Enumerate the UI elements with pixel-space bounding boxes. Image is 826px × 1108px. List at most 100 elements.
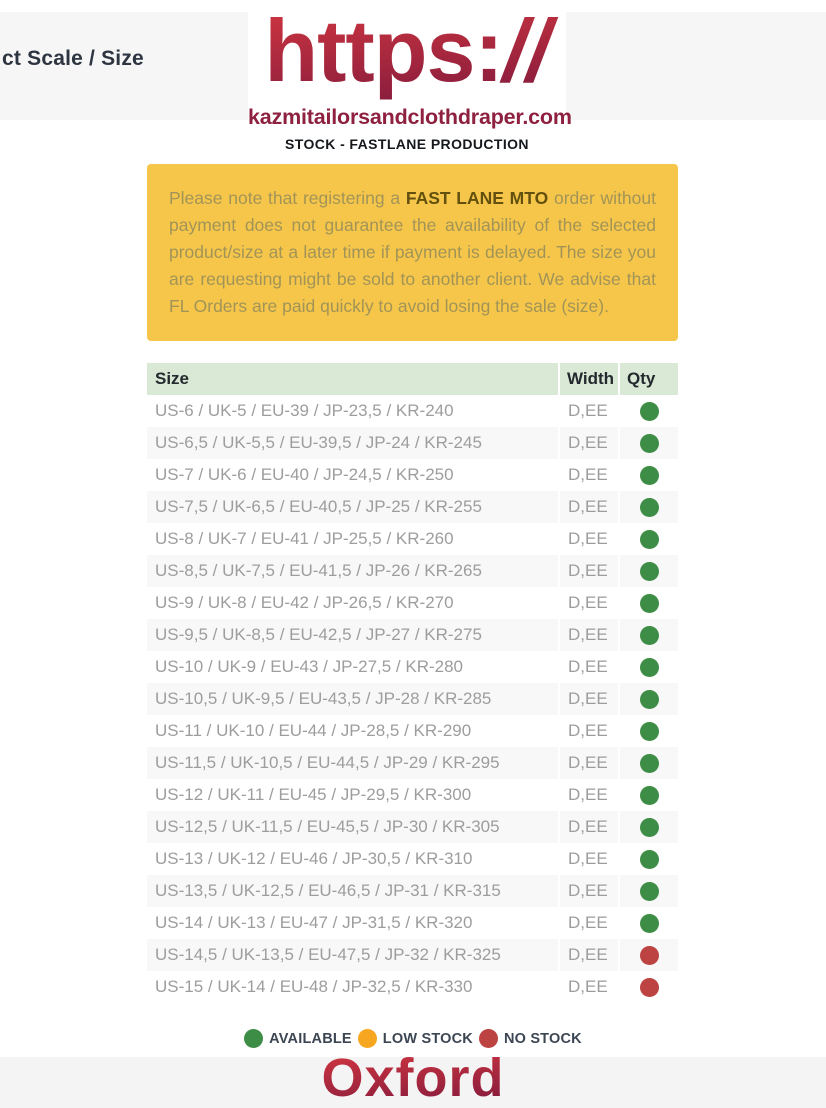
available-dot-icon bbox=[244, 1029, 264, 1048]
table-row: US-8 / UK-7 / EU-41 / JP-25,5 / KR-260 D,… bbox=[147, 523, 678, 555]
qty-cell bbox=[620, 907, 678, 939]
table-row: US-6,5 / UK-5,5 / EU-39,5 / JP-24 / KR-2… bbox=[147, 427, 678, 459]
size-cell: US-14,5 / UK-13,5 / EU-47,5 / JP-32 / KR… bbox=[147, 939, 558, 971]
size-cell: US-12 / UK-11 / EU-45 / JP-29,5 / KR-300 bbox=[155, 785, 472, 804]
table-row: US-11,5 / UK-10,5 / EU-44,5 / JP-29 / KR… bbox=[147, 747, 678, 779]
table-row: US-14 / UK-13 / EU-47 / JP-31,5 / KR-320… bbox=[147, 907, 678, 939]
width-cell: D,EE bbox=[560, 683, 618, 715]
fastlane-notice-box: Please note that registering a FAST LANE… bbox=[147, 164, 678, 341]
size-cell: US-10 / UK-9 / EU-43 / JP-27,5 / KR-280 bbox=[155, 657, 464, 676]
stock-subtitle: STOCK - FASTLANE PRODUCTION bbox=[285, 136, 529, 152]
table-row: US-7,5 / UK-6,5 / EU-40,5 / JP-25 / KR-2… bbox=[147, 491, 678, 523]
table-row: US-8,5 / UK-7,5 / EU-41,5 / JP-26 / KR-2… bbox=[147, 555, 678, 587]
size-cell: US-9,5 / UK-8,5 / EU-42,5 / JP-27 / KR-2… bbox=[147, 619, 558, 651]
qty-cell bbox=[620, 395, 678, 427]
stock-status-dot bbox=[639, 913, 659, 933]
column-header-size: Size bbox=[147, 363, 558, 395]
table-row: US-14,5 / UK-13,5 / EU-47,5 / JP-32 / KR… bbox=[147, 939, 678, 971]
width-cell: D,EE bbox=[568, 721, 608, 740]
size-cell: US-8 / UK-7 / EU-41 / JP-25,5 / KR-260 bbox=[155, 529, 454, 548]
footer-strip: Oxford bbox=[0, 1050, 826, 1108]
table-row: US-11 / UK-10 / EU-44 / JP-28,5 / KR-290… bbox=[147, 715, 678, 747]
size-cell: US-8,5 / UK-7,5 / EU-41,5 / JP-26 / KR-2… bbox=[147, 555, 558, 587]
stock-status-dot bbox=[639, 497, 659, 517]
size-cell: US-6,5 / UK-5,5 / EU-39,5 / JP-24 / KR-2… bbox=[147, 427, 558, 459]
legend-label: LOW STOCK bbox=[382, 1030, 473, 1047]
width-cell: D,EE bbox=[560, 491, 618, 523]
legend-label: AVAILABLE bbox=[269, 1030, 352, 1047]
size-cell: US-7 / UK-6 / EU-40 / JP-24,5 / KR-250 bbox=[155, 465, 454, 484]
table-row: US-13,5 / UK-12,5 / EU-46,5 / JP-31 / KR… bbox=[147, 875, 678, 907]
page-title-fragment: ct Scale / Size bbox=[2, 47, 144, 70]
stock-status-dot bbox=[639, 849, 659, 869]
stock-status-dot bbox=[639, 817, 659, 837]
qty-cell bbox=[620, 459, 678, 491]
table-row: US-6 / UK-5 / EU-39 / JP-23,5 / KR-240 D,… bbox=[147, 395, 678, 427]
legend-item-low-stock: LOW STOCK bbox=[357, 1029, 473, 1048]
qty-cell bbox=[620, 523, 678, 555]
notice-text-prefix: Please note that registering a bbox=[169, 188, 406, 208]
qty-cell bbox=[620, 811, 678, 843]
stock-status-dot bbox=[639, 721, 659, 741]
table-row: US-9,5 / UK-8,5 / EU-42,5 / JP-27 / KR-2… bbox=[147, 619, 678, 651]
no-stock-dot-icon bbox=[478, 1029, 498, 1048]
width-cell: D,EE bbox=[568, 529, 608, 548]
table-row: US-7 / UK-6 / EU-40 / JP-24,5 / KR-250 D,… bbox=[147, 459, 678, 491]
stock-status-dot bbox=[639, 785, 659, 805]
table-header-row: Size Width Qty bbox=[147, 363, 678, 395]
size-cell: US-9 / UK-8 / EU-42 / JP-26,5 / KR-270 bbox=[155, 593, 454, 612]
width-cell: D,EE bbox=[560, 875, 618, 907]
stock-status-dot bbox=[639, 561, 659, 581]
column-header-qty: Qty bbox=[620, 363, 678, 395]
column-header-width: Width bbox=[560, 363, 618, 395]
qty-cell bbox=[620, 971, 678, 1003]
https-logo: https:// bbox=[248, 0, 566, 102]
qty-cell bbox=[620, 683, 678, 715]
size-table-body: US-6 / UK-5 / EU-39 / JP-23,5 / KR-240 D,… bbox=[147, 395, 678, 1003]
width-cell: D,EE bbox=[568, 401, 608, 420]
notice-text-suffix: order without payment does not guarantee… bbox=[169, 188, 656, 316]
stock-status-dot bbox=[639, 881, 659, 901]
width-cell: D,EE bbox=[560, 427, 618, 459]
qty-cell bbox=[620, 491, 678, 523]
legend-item-no-stock: NO STOCK bbox=[478, 1029, 582, 1048]
stock-legend: AVAILABLE LOW STOCK NO STOCK bbox=[0, 1029, 826, 1048]
width-cell: D,EE bbox=[568, 593, 608, 612]
size-cell: US-11 / UK-10 / EU-44 / JP-28,5 / KR-290 bbox=[155, 721, 472, 740]
width-cell: D,EE bbox=[560, 939, 618, 971]
size-cell: US-6 / UK-5 / EU-39 / JP-23,5 / KR-240 bbox=[155, 401, 454, 420]
stock-status-dot bbox=[639, 465, 659, 485]
stock-status-dot bbox=[639, 753, 659, 773]
table-row: US-9 / UK-8 / EU-42 / JP-26,5 / KR-270 D,… bbox=[147, 587, 678, 619]
stock-status-dot bbox=[639, 593, 659, 613]
low-stock-dot-icon bbox=[357, 1029, 377, 1048]
qty-cell bbox=[620, 619, 678, 651]
size-cell: US-12,5 / UK-11,5 / EU-45,5 / JP-30 / KR… bbox=[147, 811, 558, 843]
width-cell: D,EE bbox=[568, 785, 608, 804]
width-cell: D,EE bbox=[568, 657, 608, 676]
https-logo-slashes: // bbox=[502, 1, 550, 100]
size-stock-table: Size Width Qty US-6 / UK-5 / EU-39 / JP-… bbox=[147, 363, 678, 1003]
site-logo: https:// kazmitailorsandclothdraper.com … bbox=[248, 0, 572, 162]
https-logo-text: https: bbox=[264, 1, 503, 100]
width-cell: D,EE bbox=[568, 465, 608, 484]
legend-label: NO STOCK bbox=[503, 1030, 582, 1047]
qty-cell bbox=[620, 843, 678, 875]
width-cell: D,EE bbox=[560, 619, 618, 651]
width-cell: D,EE bbox=[560, 555, 618, 587]
qty-cell bbox=[620, 587, 678, 619]
size-cell: US-14 / UK-13 / EU-47 / JP-31,5 / KR-320 bbox=[155, 913, 473, 932]
size-cell: US-13,5 / UK-12,5 / EU-46,5 / JP-31 / KR… bbox=[147, 875, 558, 907]
width-cell: D,EE bbox=[568, 977, 608, 996]
stock-status-dot bbox=[639, 529, 659, 549]
table-row: US-13 / UK-12 / EU-46 / JP-30,5 / KR-310… bbox=[147, 843, 678, 875]
table-row: US-15 / UK-14 / EU-48 / JP-32,5 / KR-330… bbox=[147, 971, 678, 1003]
qty-cell bbox=[620, 651, 678, 683]
stock-status-dot bbox=[639, 977, 659, 997]
notice-highlight: FAST LANE MTO bbox=[405, 188, 549, 208]
size-cell: US-11,5 / UK-10,5 / EU-44,5 / JP-29 / KR… bbox=[147, 747, 558, 779]
width-cell: D,EE bbox=[560, 811, 618, 843]
stock-status-dot bbox=[639, 433, 659, 453]
qty-cell bbox=[620, 555, 678, 587]
qty-cell bbox=[620, 427, 678, 459]
